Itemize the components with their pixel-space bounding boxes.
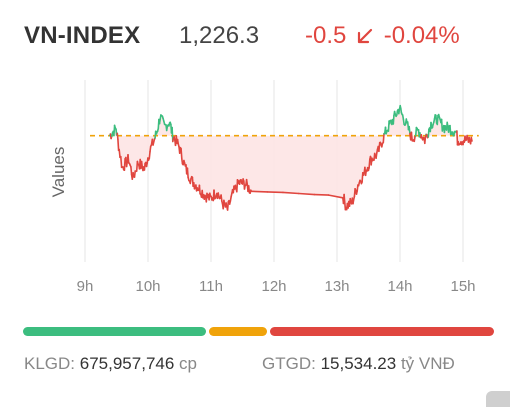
index-change: -0.5 bbox=[305, 22, 347, 49]
series-segment bbox=[213, 189, 216, 200]
index-change-percent: -0.04% bbox=[383, 22, 460, 49]
y-axis-label: Values bbox=[49, 147, 68, 198]
series-segment bbox=[133, 170, 136, 178]
series-segment bbox=[140, 160, 144, 168]
scroll-corner bbox=[486, 391, 510, 407]
x-tick-label: 14h bbox=[387, 278, 412, 295]
series-segment bbox=[226, 201, 230, 211]
x-tick-label: 10h bbox=[135, 278, 160, 295]
series-segment bbox=[375, 152, 378, 159]
series-segment bbox=[282, 191, 300, 195]
series-segment bbox=[410, 131, 414, 142]
series-segment bbox=[313, 193, 330, 196]
volume-unit: cp bbox=[179, 354, 198, 373]
series-segment bbox=[118, 148, 121, 159]
x-tick-label: 15h bbox=[450, 278, 475, 295]
value-unit: tỷ VNĐ bbox=[400, 354, 455, 373]
volume-value: 675,957,746 bbox=[79, 354, 175, 373]
series-segment bbox=[181, 157, 184, 165]
volume-label: KLGD: bbox=[24, 354, 76, 373]
series-segment bbox=[127, 154, 130, 164]
series-segment bbox=[430, 121, 433, 129]
breadth-bar-advancing bbox=[23, 327, 206, 336]
x-tick-label: 11h bbox=[199, 278, 223, 295]
series-segment bbox=[414, 126, 418, 137]
series-segment bbox=[186, 167, 189, 179]
series-segment bbox=[123, 158, 126, 171]
series-segment bbox=[392, 115, 395, 125]
series-segment bbox=[116, 132, 119, 140]
index-header: VN-INDEX 1,226.3 -0.5 -0.04% bbox=[24, 22, 480, 56]
price-series bbox=[109, 104, 473, 211]
series-segment bbox=[423, 136, 427, 145]
x-tick-label: 13h bbox=[324, 278, 349, 295]
x-tick-label: 9h bbox=[77, 278, 94, 295]
series-segment bbox=[447, 125, 451, 133]
series-segment bbox=[266, 191, 284, 194]
series-segment bbox=[343, 193, 346, 203]
series-segment bbox=[198, 184, 201, 195]
series-segment bbox=[220, 194, 223, 202]
series-segment bbox=[148, 151, 151, 160]
intraday-chart[interactable]: Values 9h 10h 11h 12h 13h 14h 15h bbox=[0, 0, 510, 300]
series-segment bbox=[427, 128, 430, 138]
series-segment bbox=[382, 132, 385, 144]
series-segment bbox=[120, 155, 123, 169]
series-segment bbox=[356, 184, 359, 192]
volume-summary: KLGD: 675,957,746 cp bbox=[24, 354, 197, 374]
breadth-bar-unchanged bbox=[209, 327, 267, 336]
series-segment bbox=[408, 125, 411, 135]
value-summary: GTGD: 15,534.23 tỷ VNĐ bbox=[262, 354, 455, 374]
index-change-group: -0.5 -0.04% bbox=[305, 22, 460, 50]
series-segment bbox=[245, 178, 249, 186]
series-segment bbox=[402, 118, 405, 126]
series-segment bbox=[250, 190, 269, 193]
series-segment bbox=[436, 114, 439, 126]
series-segment bbox=[247, 185, 251, 194]
series-segment bbox=[327, 194, 344, 199]
series-segment bbox=[117, 138, 120, 152]
value-label: GTGD: bbox=[262, 354, 316, 373]
index-name: VN-INDEX bbox=[24, 22, 141, 49]
series-segment bbox=[378, 141, 381, 153]
series-segment bbox=[470, 136, 473, 142]
series-segment bbox=[368, 158, 371, 169]
series-segment bbox=[297, 192, 316, 196]
arrow-down-left-icon bbox=[357, 28, 373, 44]
breadth-bar-declining bbox=[270, 327, 494, 336]
series-segment bbox=[180, 148, 183, 160]
series-segment bbox=[435, 114, 438, 124]
x-axis-ticks: 9h 10h 11h 12h 13h 14h 15h bbox=[77, 278, 476, 295]
x-tick-label: 12h bbox=[261, 278, 286, 295]
series-segment bbox=[143, 162, 146, 171]
area-below-reference bbox=[109, 105, 473, 210]
value-value: 15,534.23 bbox=[320, 354, 397, 373]
series-segment bbox=[149, 145, 152, 153]
index-value: 1,226.3 bbox=[179, 22, 260, 49]
series-segment bbox=[130, 166, 133, 176]
